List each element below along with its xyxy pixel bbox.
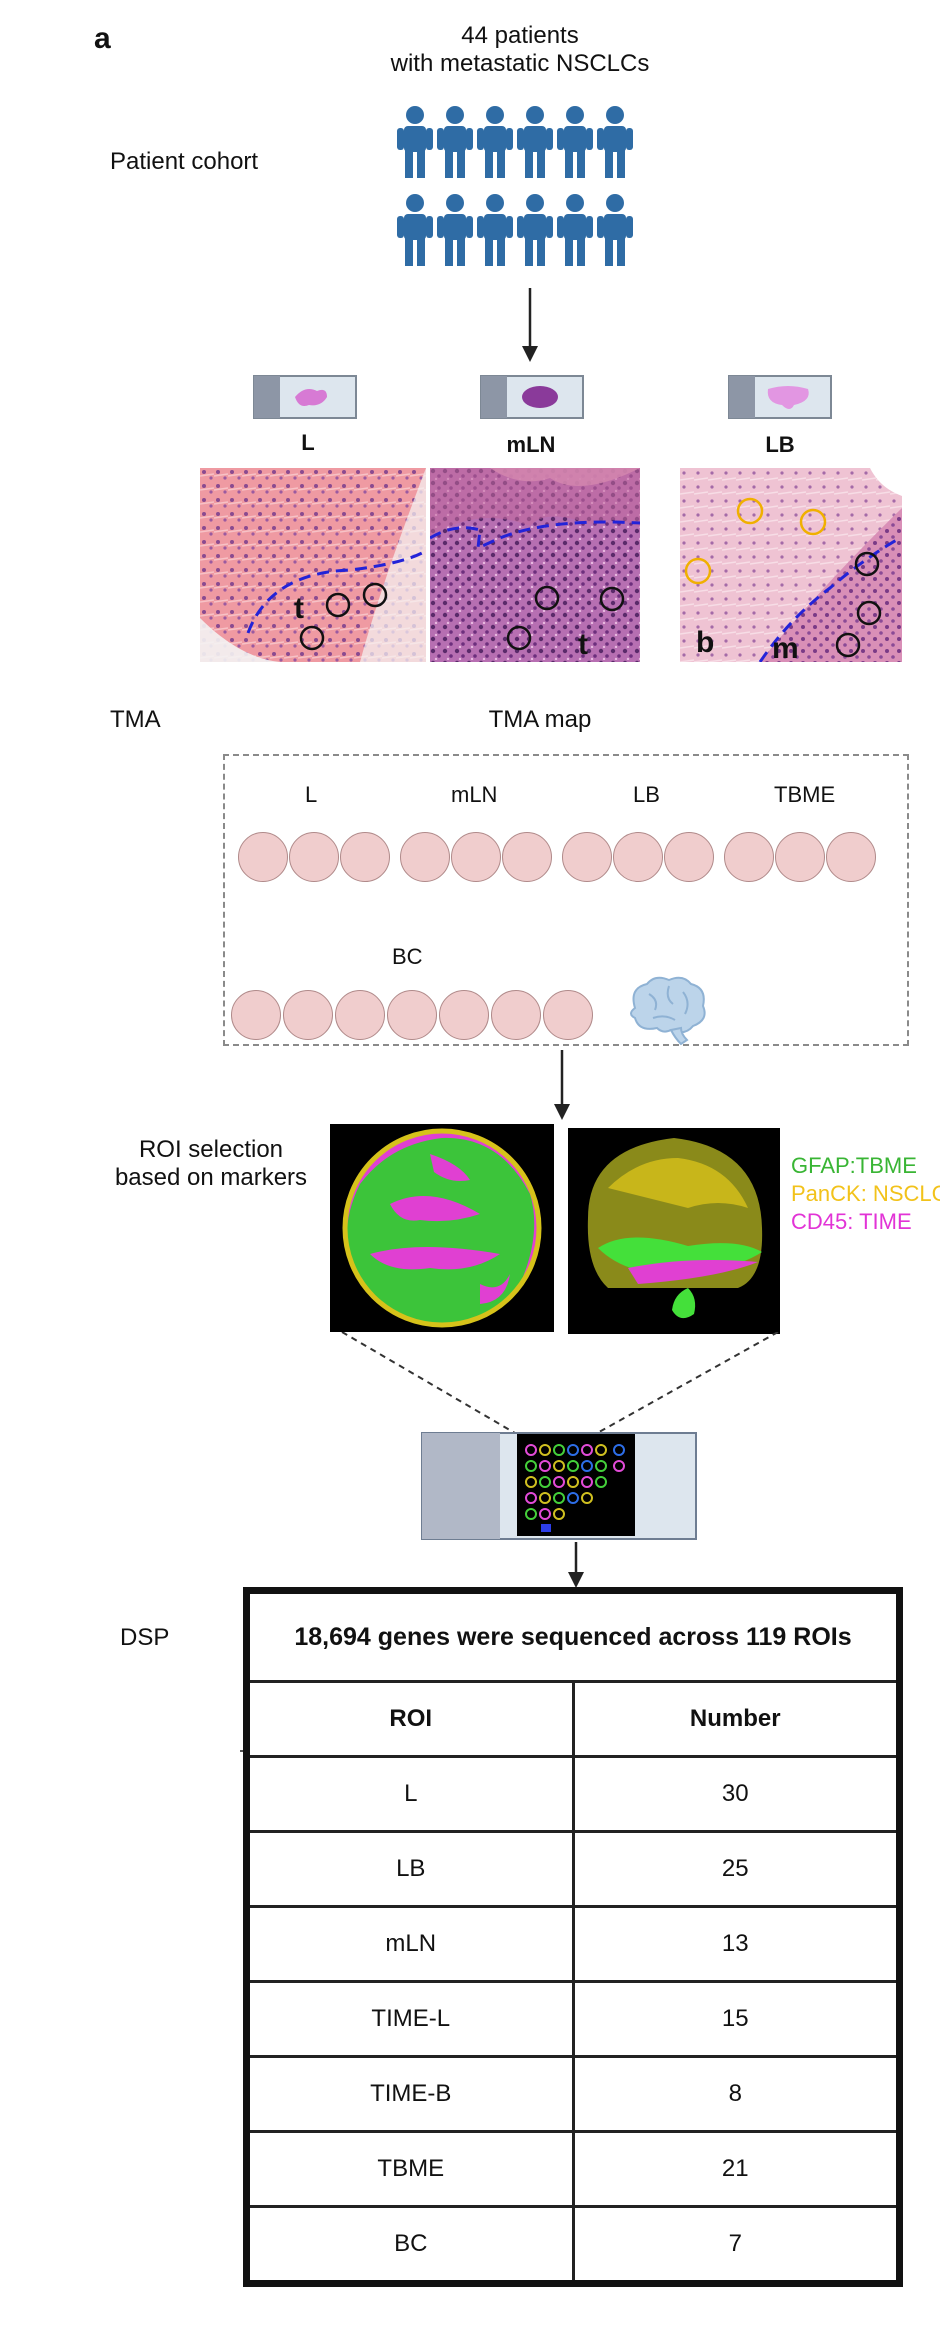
tma-core: [826, 832, 876, 882]
patients-icon-group: [397, 106, 633, 266]
histology-tile-lb: b m: [680, 468, 902, 662]
annotation-m-lb: m: [772, 632, 799, 662]
tma-core: [502, 832, 552, 882]
marker-legend: GFAP:TBME PanCK: NSCLC CD45: TIME: [791, 1152, 940, 1236]
tma-core: [387, 990, 437, 1040]
tma-group-label-tbme: TBME: [774, 782, 836, 807]
tma-core: [439, 990, 489, 1040]
tma-core: [543, 990, 593, 1040]
cohort-side-label: Patient cohort: [110, 148, 259, 175]
table-row: TIME-L 15: [246, 1980, 900, 2057]
tma-side-label: TMA: [110, 706, 161, 733]
roi-cell: TBME: [246, 2130, 573, 2207]
roi-cell: BC: [246, 2205, 573, 2284]
zoom-connector-lines: [341, 1332, 779, 1437]
cohort-title-line1: 44 patients: [461, 22, 579, 49]
legend-panck: PanCK: NSCLC: [791, 1181, 940, 1206]
table-title-row: 18,694 genes were sequenced across 119 R…: [247, 1591, 900, 1682]
panel-label: a: [94, 22, 111, 55]
tma-core: [562, 832, 612, 882]
roi-cell: LB: [246, 1830, 573, 1907]
tma-core: [775, 832, 825, 882]
tma-core: [231, 990, 281, 1040]
roi-fluorescence-image-1: [330, 1124, 554, 1332]
roi-cell: TIME-B: [246, 2055, 573, 2132]
slide-icon-l: [253, 375, 357, 419]
tma-map-title: TMA map: [488, 706, 592, 733]
number-cell: 15: [571, 1980, 900, 2057]
table-header-row: ROI Number: [246, 1680, 900, 1757]
column-header-number: Number: [571, 1680, 900, 1757]
cohort-title-line2: with metastatic NSCLCs: [390, 50, 650, 77]
legend-gfap: GFAP:TBME: [791, 1153, 917, 1178]
table-row: TIME-B 8: [246, 2055, 900, 2132]
tile-label-l: L: [301, 430, 315, 455]
number-cell: 30: [571, 1755, 900, 1832]
number-cell: 7: [571, 2205, 900, 2284]
tma-core: [664, 832, 714, 882]
arrow-down-icon: [568, 1542, 584, 1588]
slide-icon-mln: [480, 375, 584, 419]
annotation-b-lb: b: [696, 626, 714, 659]
column-header-roi: ROI: [246, 1680, 573, 1757]
number-cell: 8: [571, 2055, 900, 2132]
roi-cell: L: [246, 1755, 573, 1832]
roi-cell: mLN: [246, 1905, 573, 1982]
tma-core: [400, 832, 450, 882]
tma-core: [335, 990, 385, 1040]
table-row: TBME 21: [246, 2130, 900, 2207]
dsp-summary-table: 18,694 genes were sequenced across 119 R…: [243, 1587, 903, 2287]
tile-label-mln: mLN: [506, 432, 556, 457]
slide-icon-lb: [728, 375, 832, 419]
arrow-down-icon: [554, 1050, 570, 1120]
table-row: LB 25: [246, 1830, 900, 1907]
histology-tile-l: t: [200, 468, 426, 662]
legend-cd45: CD45: TIME: [791, 1209, 912, 1234]
histology-tile-mln: t: [430, 468, 640, 662]
table-row: mLN 13: [246, 1905, 900, 1982]
person-icon-row-1: [397, 106, 633, 178]
tile-label-lb: LB: [765, 432, 795, 457]
annotation-t-l: t: [294, 592, 304, 625]
roi-fluorescence-image-2: [568, 1128, 780, 1334]
tma-core: [340, 832, 390, 882]
roi-side-label-line1: ROI selection: [138, 1136, 284, 1163]
tma-core: [289, 832, 339, 882]
tma-core: [238, 832, 288, 882]
tma-core: [283, 990, 333, 1040]
arrow-down-icon: [522, 288, 538, 362]
tma-core: [724, 832, 774, 882]
roi-side-label-line2: based on markers: [114, 1164, 308, 1191]
table-row: BC 7: [246, 2205, 900, 2284]
number-cell: 25: [571, 1830, 900, 1907]
tma-map: L mLN LB TBME BC: [223, 754, 909, 1046]
table-row: L 30: [246, 1755, 900, 1832]
tma-group-label-l: L: [305, 782, 318, 807]
tma-group-label-mln: mLN: [451, 782, 498, 807]
brain-icon: [630, 976, 706, 1046]
tma-core: [613, 832, 663, 882]
roi-side-label: ROI selection based on markers: [98, 1136, 324, 1192]
table-title: 18,694 genes were sequenced across 119 R…: [294, 1622, 852, 1651]
annotation-t-mln: t: [578, 628, 588, 661]
number-cell: 13: [571, 1905, 900, 1982]
person-icon-row-2: [397, 194, 633, 266]
tma-core: [451, 832, 501, 882]
tma-core: [491, 990, 541, 1040]
cohort-title: 44 patients with metastatic NSCLCs: [320, 22, 720, 78]
tma-group-label-lb: LB: [633, 782, 660, 807]
dsp-slide-icon: [421, 1432, 697, 1540]
roi-cell: TIME-L: [246, 1980, 573, 2057]
dsp-side-label: DSP: [120, 1624, 170, 1651]
tma-group-label-bc: BC: [392, 944, 423, 969]
number-cell: 21: [571, 2130, 900, 2207]
